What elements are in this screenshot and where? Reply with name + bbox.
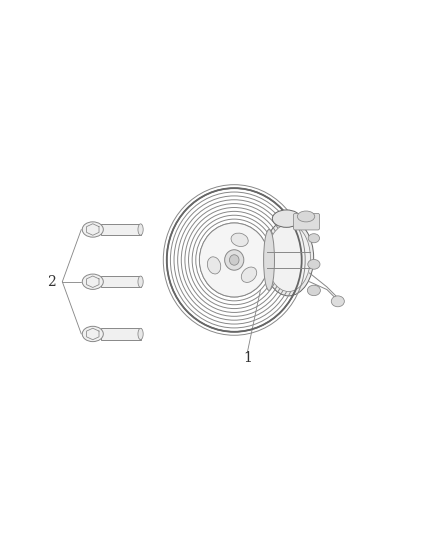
Text: 1: 1 xyxy=(243,351,252,365)
FancyBboxPatch shape xyxy=(293,213,320,230)
Ellipse shape xyxy=(331,296,344,307)
Ellipse shape xyxy=(82,326,103,342)
Ellipse shape xyxy=(138,328,143,340)
Ellipse shape xyxy=(241,267,257,282)
Ellipse shape xyxy=(230,255,239,265)
Bar xyxy=(102,224,141,235)
Ellipse shape xyxy=(167,188,302,332)
Ellipse shape xyxy=(225,250,244,270)
Ellipse shape xyxy=(138,276,143,287)
Ellipse shape xyxy=(82,222,103,237)
Ellipse shape xyxy=(138,224,143,235)
Ellipse shape xyxy=(308,260,320,269)
Ellipse shape xyxy=(199,223,269,297)
Ellipse shape xyxy=(231,233,248,246)
Ellipse shape xyxy=(264,230,275,290)
Ellipse shape xyxy=(272,210,300,228)
Ellipse shape xyxy=(267,224,311,292)
Text: 2: 2 xyxy=(47,274,56,289)
Ellipse shape xyxy=(264,220,314,296)
Ellipse shape xyxy=(82,274,103,289)
Ellipse shape xyxy=(308,233,320,243)
Ellipse shape xyxy=(297,211,315,222)
Ellipse shape xyxy=(207,257,221,274)
Bar xyxy=(102,276,141,287)
Bar xyxy=(102,328,141,340)
Ellipse shape xyxy=(307,285,321,296)
